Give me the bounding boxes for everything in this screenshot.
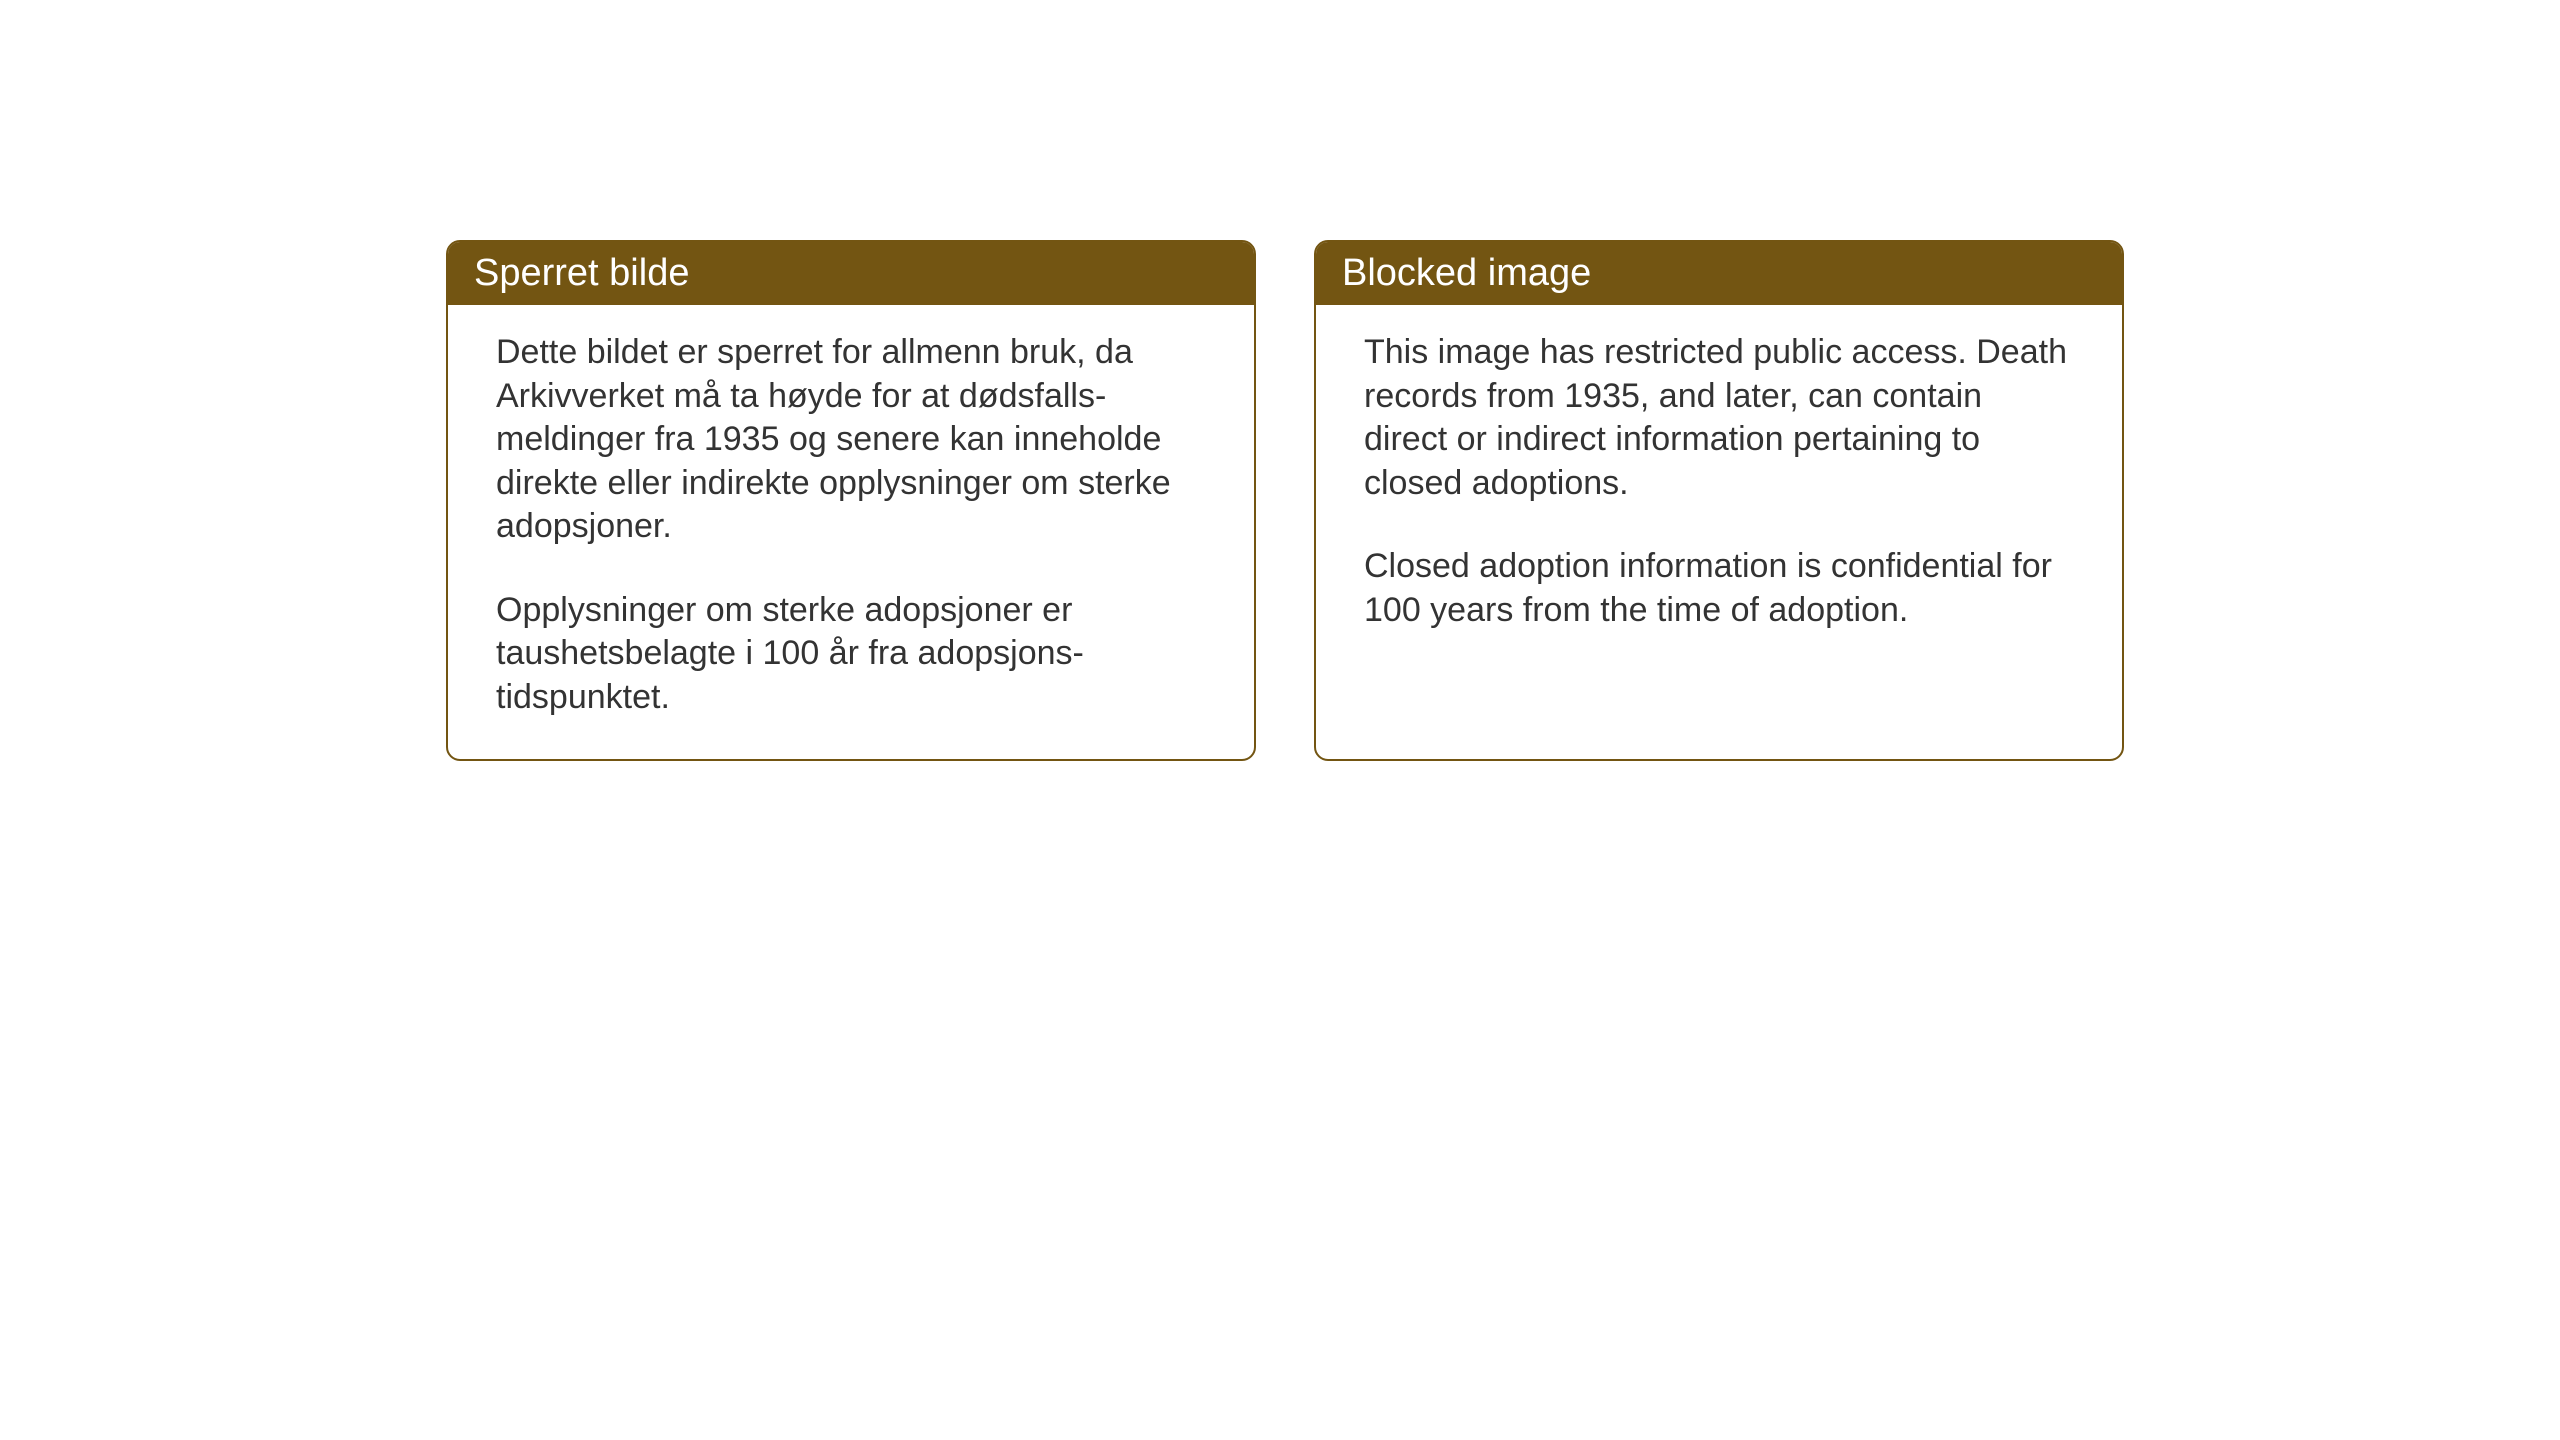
card-header-norwegian: Sperret bilde: [448, 242, 1254, 305]
notice-paragraph-1: This image has restricted public access.…: [1364, 331, 2074, 505]
card-body-english: This image has restricted public access.…: [1316, 305, 2122, 672]
blocked-image-notice-english: Blocked image This image has restricted …: [1314, 240, 2124, 761]
card-body-norwegian: Dette bildet er sperret for allmenn bruk…: [448, 305, 1254, 759]
notice-paragraph-1: Dette bildet er sperret for allmenn bruk…: [496, 331, 1206, 549]
notice-container: Sperret bilde Dette bildet er sperret fo…: [0, 0, 2560, 761]
card-title: Sperret bilde: [474, 252, 689, 294]
blocked-image-notice-norwegian: Sperret bilde Dette bildet er sperret fo…: [446, 240, 1256, 761]
notice-paragraph-2: Closed adoption information is confident…: [1364, 545, 2074, 632]
notice-paragraph-2: Opplysninger om sterke adopsjoner er tau…: [496, 589, 1206, 720]
card-title: Blocked image: [1342, 252, 1591, 294]
card-header-english: Blocked image: [1316, 242, 2122, 305]
